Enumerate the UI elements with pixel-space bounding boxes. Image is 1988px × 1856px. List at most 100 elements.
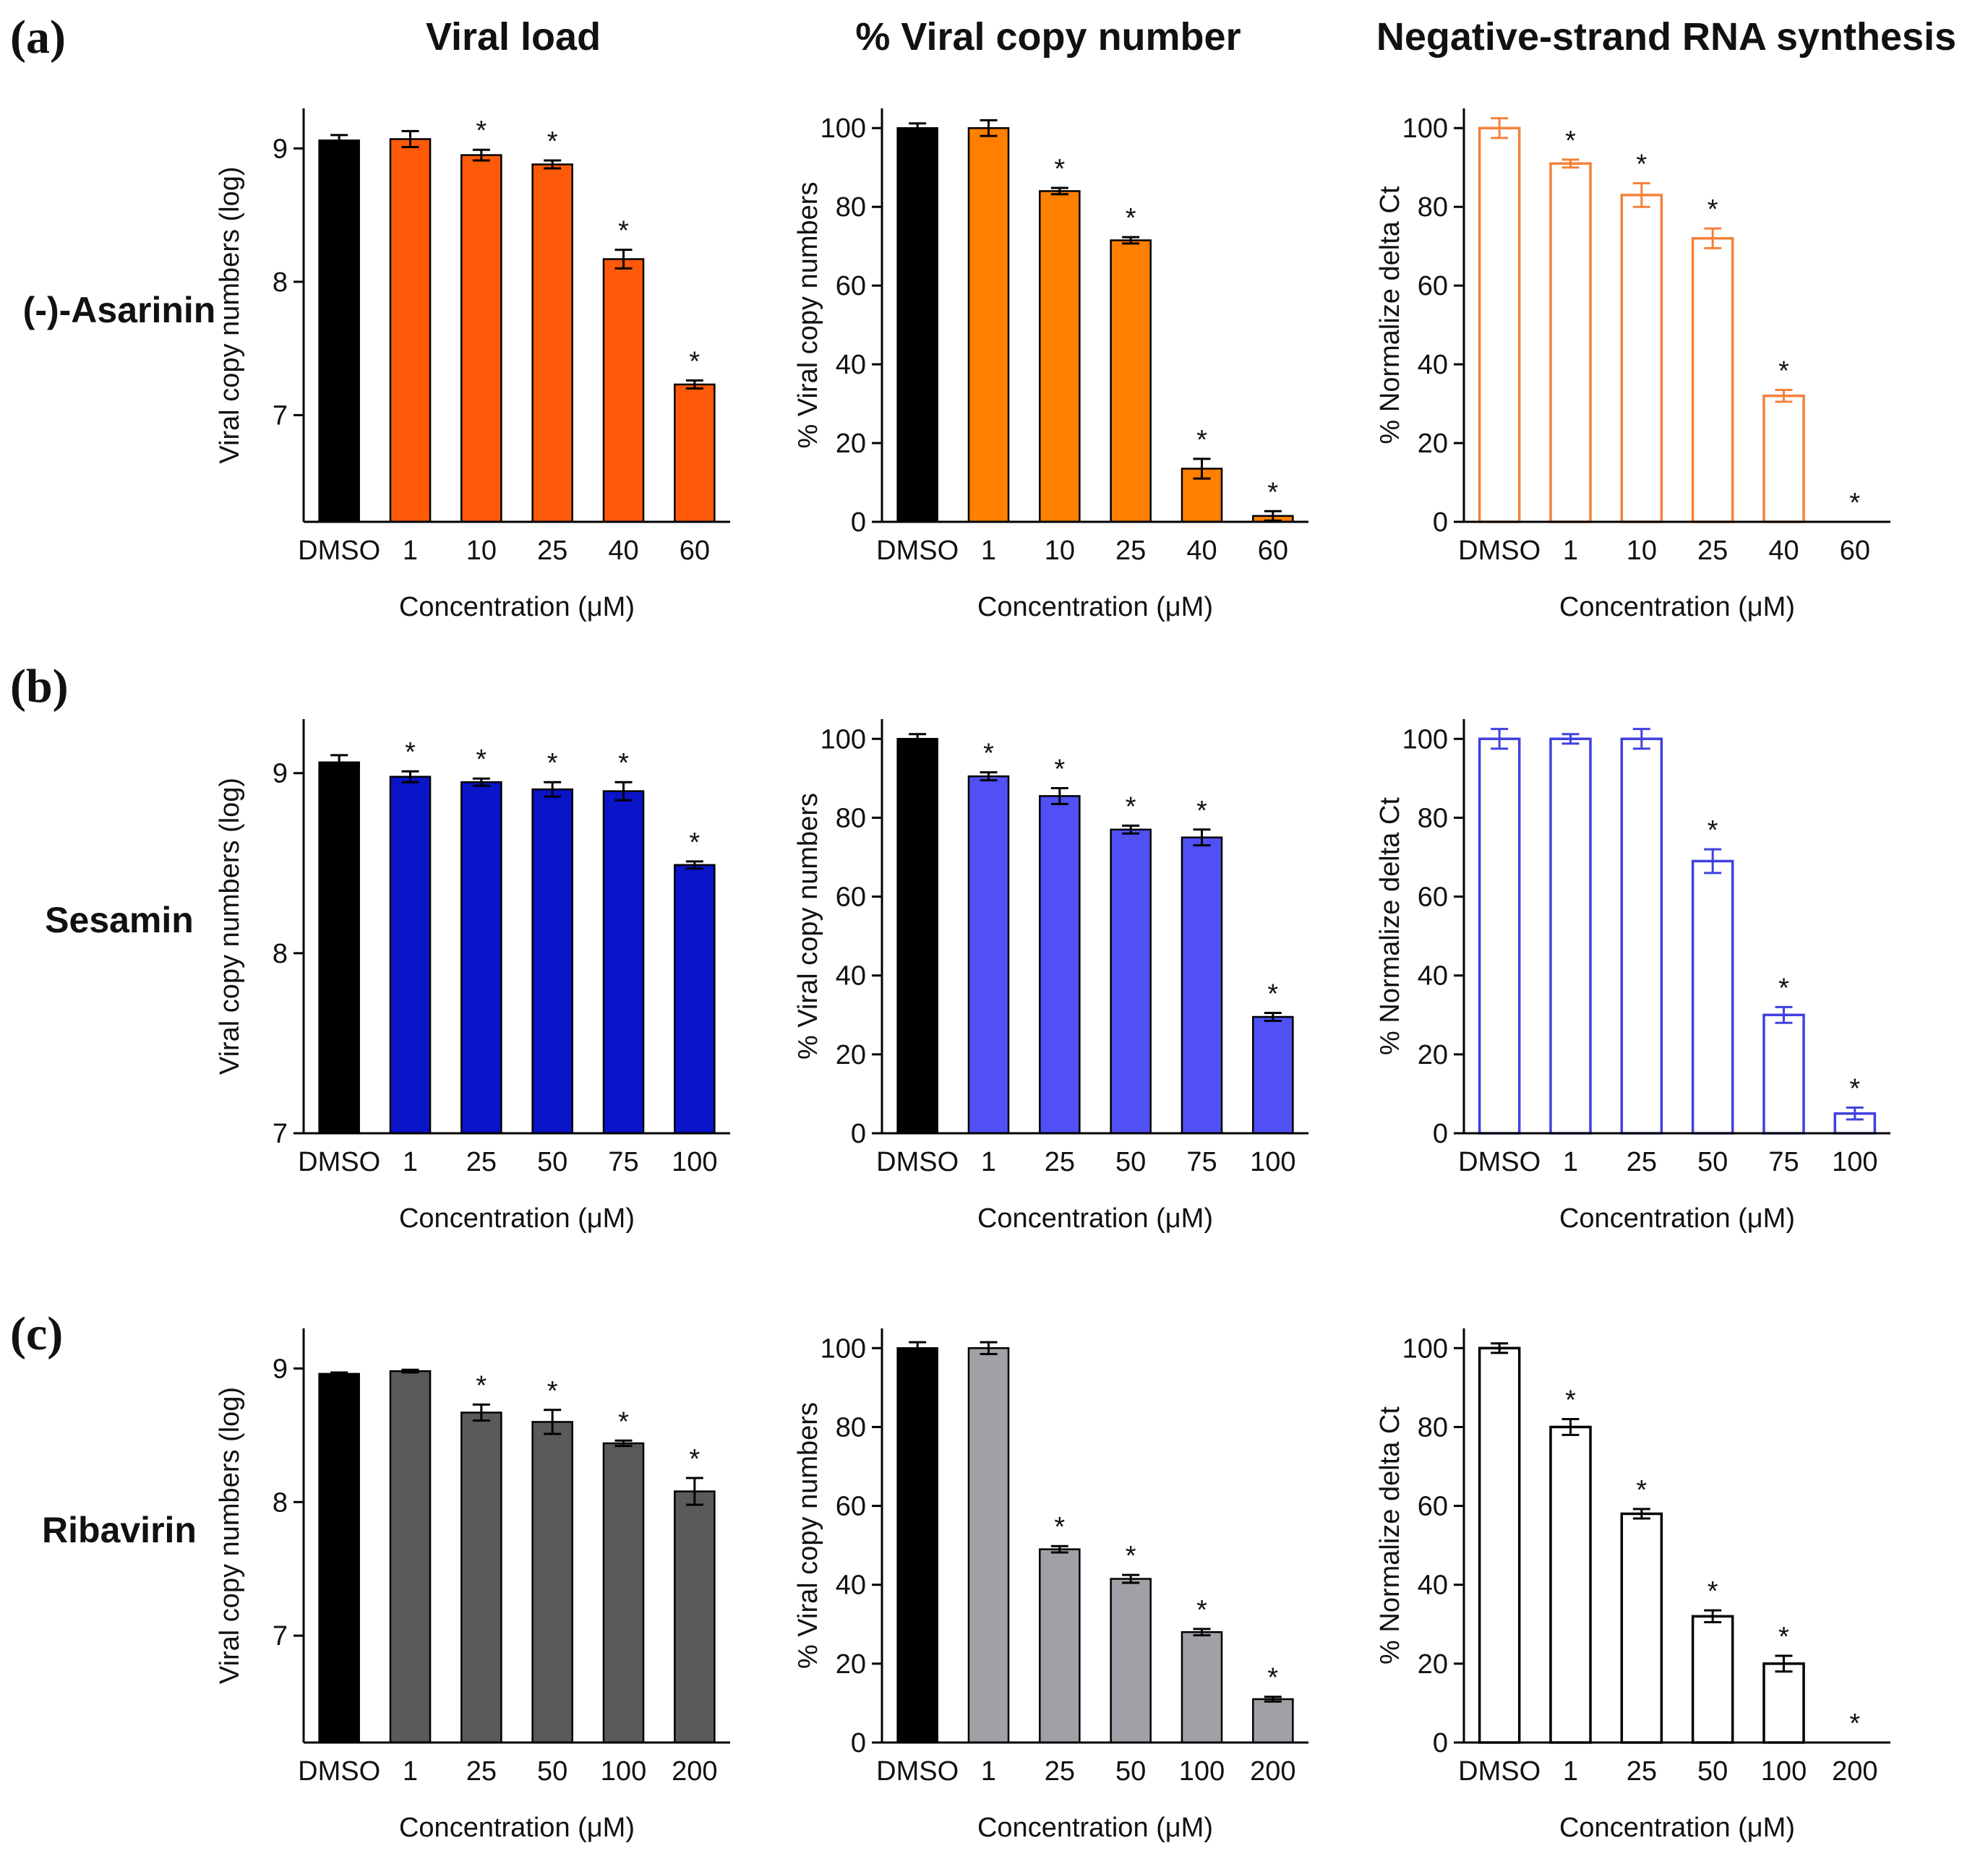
y-tick-label-c1-1: 8 xyxy=(273,1487,288,1518)
bar-a3-0 xyxy=(1478,126,1521,523)
y-tick-label-a3-2: 40 xyxy=(1418,350,1448,380)
significance-star-b2-1: * xyxy=(983,739,994,769)
x-tick-label-c3-5: 200 xyxy=(1832,1756,1877,1787)
bar-a2-0 xyxy=(896,126,938,523)
x-tick-label-c2-1: 1 xyxy=(981,1756,996,1787)
x-tick-label-c3-3: 50 xyxy=(1697,1756,1728,1787)
y-tick-label-c2-2: 40 xyxy=(836,1571,866,1601)
significance-star-a2-5: * xyxy=(1267,477,1278,507)
x-tick-label-b1-0: DMSO xyxy=(298,1147,380,1177)
panel-label-a: (a) xyxy=(10,11,66,64)
x-tick-label-c1-3: 50 xyxy=(537,1756,567,1787)
bar-a2-2 xyxy=(1039,190,1081,523)
significance-star-b1-3: * xyxy=(547,748,558,778)
x-tick-label-a2-5: 60 xyxy=(1258,536,1288,566)
significance-star-a1-5: * xyxy=(689,346,700,377)
column-title-neg-strand: Negative-strand RNA synthesis xyxy=(1376,15,1957,59)
bar-b2-4 xyxy=(1181,836,1223,1135)
bar-c1-4 xyxy=(602,1442,645,1744)
y-axis-label-b2: % Viral copy numbers xyxy=(793,793,823,1060)
x-tick-label-a2-1: 1 xyxy=(981,536,996,566)
significance-star-b3-4: * xyxy=(1778,973,1789,1003)
bar-b3-3 xyxy=(1691,859,1734,1135)
bar-b3-1 xyxy=(1549,737,1592,1135)
significance-star-a3-3: * xyxy=(1708,194,1718,225)
x-tick-label-b2-4: 75 xyxy=(1186,1147,1217,1177)
x-tick-label-b3-2: 25 xyxy=(1627,1147,1657,1177)
row-title-ribavirin: Ribavirin xyxy=(42,1510,197,1550)
x-tick-label-c3-0: DMSO xyxy=(1458,1756,1541,1787)
significance-star-b2-5: * xyxy=(1267,979,1278,1010)
y-axis-label-c3: % Normalize delta Ct xyxy=(1375,1406,1405,1664)
x-axis-label-b1: Concentration (μM) xyxy=(399,1203,635,1234)
y-tick-label-a2-2: 40 xyxy=(836,350,866,380)
x-tick-label-c1-4: 100 xyxy=(601,1756,646,1787)
y-axis-label-a3: % Normalize delta Ct xyxy=(1375,186,1405,444)
significance-star-c1-3: * xyxy=(547,1376,558,1406)
bar-a2-3 xyxy=(1110,239,1152,523)
y-tick-label-c2-3: 60 xyxy=(836,1492,866,1522)
y-tick-label-c1-2: 9 xyxy=(273,1354,288,1384)
y-tick-label-c3-5: 100 xyxy=(1402,1333,1448,1364)
bar-b2-2 xyxy=(1039,795,1081,1135)
y-tick-label-c3-1: 20 xyxy=(1418,1649,1448,1680)
y-tick-label-a3-0: 0 xyxy=(1433,507,1448,538)
y-tick-label-b2-2: 40 xyxy=(836,961,866,992)
y-tick-label-c2-0: 0 xyxy=(851,1728,866,1758)
y-tick-label-b2-3: 60 xyxy=(836,882,866,913)
y-tick-label-b1-0: 7 xyxy=(273,1119,288,1149)
x-tick-label-c2-3: 50 xyxy=(1115,1756,1146,1787)
x-tick-label-c3-1: 1 xyxy=(1563,1756,1578,1787)
bar-b2-5 xyxy=(1252,1015,1294,1135)
x-tick-label-a3-4: 40 xyxy=(1768,536,1799,566)
x-axis-label-a3: Concentration (μM) xyxy=(1559,592,1795,622)
bar-b3-4 xyxy=(1762,1013,1805,1135)
bar-c2-1 xyxy=(967,1347,1010,1744)
bar-c2-4 xyxy=(1181,1631,1223,1744)
row-title-asarinin: (-)-Asarinin xyxy=(22,290,216,330)
significance-star-a1-4: * xyxy=(618,216,629,246)
bar-c1-5 xyxy=(674,1490,716,1744)
x-tick-label-b3-0: DMSO xyxy=(1458,1147,1541,1177)
y-tick-label-b2-4: 80 xyxy=(836,803,866,833)
bar-b1-1 xyxy=(389,776,432,1135)
x-tick-label-c1-5: 200 xyxy=(672,1756,717,1787)
y-tick-label-b2-0: 0 xyxy=(851,1119,866,1149)
bar-c3-4 xyxy=(1762,1662,1805,1744)
bar-c1-1 xyxy=(389,1370,432,1744)
y-axis-label-a2: % Viral copy numbers xyxy=(793,182,823,449)
significance-star-c1-2: * xyxy=(476,1370,487,1401)
significance-star-b3-5: * xyxy=(1849,1074,1860,1104)
bar-b1-0 xyxy=(318,761,360,1135)
significance-star-c1-4: * xyxy=(618,1406,629,1437)
bar-c1-3 xyxy=(531,1421,573,1744)
x-tick-label-b2-1: 1 xyxy=(981,1147,996,1177)
x-tick-label-c1-1: 1 xyxy=(403,1756,418,1787)
significance-star-a3-4: * xyxy=(1778,356,1789,387)
bar-b1-5 xyxy=(674,864,716,1135)
y-tick-label-a2-5: 100 xyxy=(821,113,866,144)
bar-c2-0 xyxy=(896,1347,938,1744)
bar-a1-1 xyxy=(389,138,432,523)
column-title-viral-load: Viral load xyxy=(425,15,601,59)
significance-star-b2-3: * xyxy=(1126,791,1136,822)
bar-a1-2 xyxy=(460,154,502,523)
significance-star-a2-4: * xyxy=(1196,425,1207,455)
y-tick-label-c3-3: 60 xyxy=(1418,1492,1448,1522)
x-axis-label-b3: Concentration (μM) xyxy=(1559,1203,1795,1234)
significance-star-b3-3: * xyxy=(1708,815,1718,846)
y-axis-label-c1: Viral copy numbers (log) xyxy=(215,1387,245,1684)
y-tick-label-a3-3: 60 xyxy=(1418,271,1448,301)
y-axis-label-b3: % Normalize delta Ct xyxy=(1375,797,1405,1055)
x-tick-label-b1-1: 1 xyxy=(403,1147,418,1177)
x-tick-label-c3-4: 100 xyxy=(1761,1756,1807,1787)
significance-star-a1-3: * xyxy=(547,126,558,157)
y-tick-label-a3-5: 100 xyxy=(1402,113,1448,144)
bar-a3-3 xyxy=(1691,237,1734,523)
x-tick-label-b2-0: DMSO xyxy=(876,1147,959,1177)
y-tick-label-b2-1: 20 xyxy=(836,1040,866,1070)
bar-c2-3 xyxy=(1110,1578,1152,1744)
y-tick-label-b3-1: 20 xyxy=(1418,1040,1448,1070)
